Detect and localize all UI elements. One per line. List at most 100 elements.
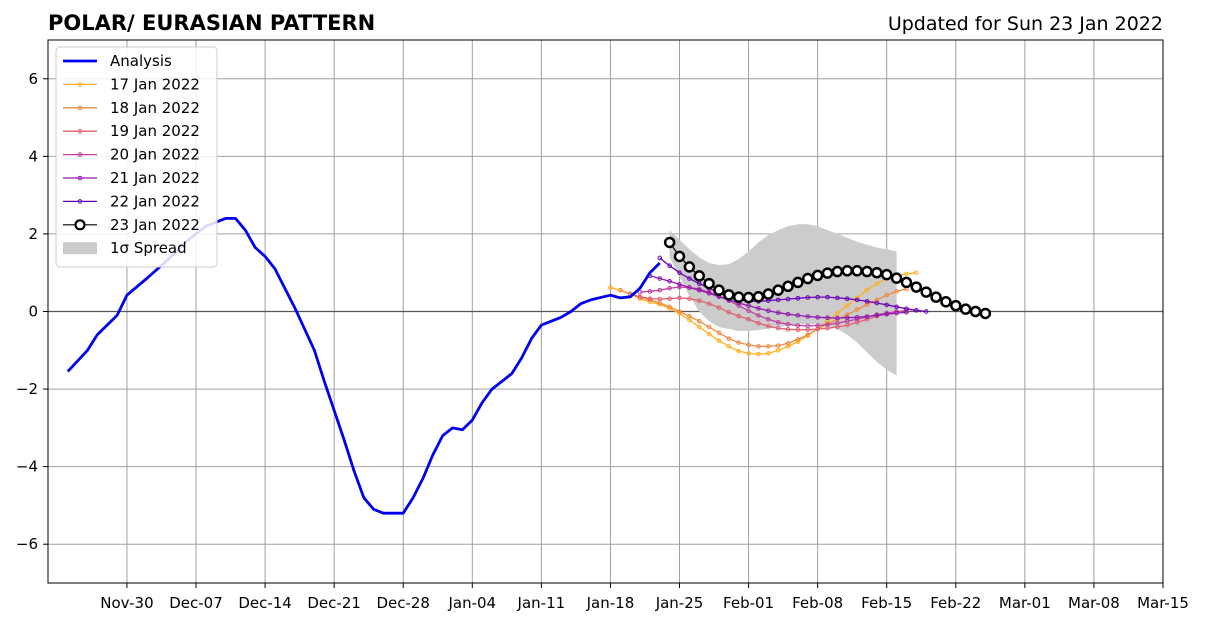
data-point — [795, 313, 801, 318]
data-point — [726, 344, 732, 349]
data-point — [736, 348, 742, 354]
data-point — [775, 310, 781, 315]
chart-subtitle: Updated for Sun 23 Jan 2022 — [888, 13, 1163, 35]
data-point — [825, 315, 830, 321]
x-tick-label: Jan-25 — [655, 594, 704, 612]
data-point — [736, 313, 742, 319]
data-point — [815, 315, 820, 320]
data-point — [835, 320, 840, 326]
data-point — [795, 296, 801, 301]
data-point — [746, 342, 751, 348]
data-point — [775, 325, 781, 331]
legend-label: 18 Jan 2022 — [110, 99, 200, 117]
data-point — [864, 299, 870, 304]
data-point — [746, 308, 751, 314]
data-point — [910, 281, 923, 293]
data-point — [706, 290, 712, 296]
data-point — [706, 301, 712, 307]
data-point — [785, 341, 791, 346]
x-tick-label: Feb-15 — [861, 594, 912, 612]
data-point — [766, 316, 771, 322]
grid — [48, 40, 1164, 583]
legend-item: 23 Jan 2022 — [63, 216, 200, 234]
x-tick-label: Mar-15 — [1137, 594, 1189, 612]
series-21-jan-2022 — [647, 273, 909, 321]
x-tick-label: Dec-21 — [307, 594, 361, 612]
data-point — [825, 322, 830, 327]
x-tick-label: Jan-11 — [517, 594, 566, 612]
data-point — [752, 291, 765, 303]
x-axis: Nov-30 Dec-07 Dec-14 Dec-21 Dec-28 Jan-04 Jan-… — [100, 583, 1189, 612]
data-point — [732, 291, 745, 303]
data-point — [890, 272, 903, 284]
data-point — [716, 305, 722, 310]
data-point — [647, 296, 653, 302]
data-point — [683, 261, 696, 273]
data-point — [687, 313, 692, 319]
x-tick-label: Feb-08 — [792, 594, 843, 612]
data-point — [874, 313, 880, 318]
data-point — [871, 266, 883, 279]
data-point — [854, 315, 860, 320]
legend: Analysis 17 Jan 2022 18 Jan 2022 19 Jan 202… — [55, 46, 218, 268]
data-point — [657, 296, 663, 302]
data-point — [782, 280, 794, 293]
data-point — [746, 351, 751, 356]
data-point — [696, 324, 702, 330]
data-point — [696, 287, 702, 293]
data-point — [884, 292, 890, 298]
legend-item: 20 Jan 2022 — [63, 146, 200, 164]
data-point — [716, 338, 722, 343]
data-point — [762, 288, 775, 300]
legend-label: 21 Jan 2022 — [110, 169, 200, 187]
data-point — [894, 304, 899, 310]
data-point — [844, 303, 850, 308]
data-point — [693, 270, 705, 282]
data-point — [923, 309, 929, 314]
data-point — [880, 268, 893, 281]
y-tick-label: −6 — [16, 535, 38, 553]
data-point — [914, 308, 919, 313]
legend-label: 1σ Spread — [110, 239, 187, 257]
data-point — [608, 285, 613, 290]
series-line — [649, 275, 907, 319]
data-point — [696, 318, 702, 324]
y-tick-label: 0 — [28, 303, 38, 321]
data-point — [756, 313, 761, 318]
legend-item: 21 Jan 2022 — [63, 169, 200, 187]
data-point — [756, 351, 761, 357]
data-point — [637, 289, 643, 295]
data-point — [795, 323, 801, 328]
data-point — [687, 276, 692, 281]
data-point — [677, 284, 682, 290]
legend-label: 20 Jan 2022 — [110, 146, 200, 164]
data-point — [677, 295, 682, 301]
data-point — [785, 321, 791, 327]
data-point — [657, 287, 663, 293]
legend-marker — [74, 219, 86, 231]
data-point — [706, 331, 712, 337]
y-tick-label: 2 — [28, 225, 38, 243]
data-point — [914, 270, 919, 276]
data-point — [805, 323, 811, 329]
x-tick-label: Mar-08 — [1068, 594, 1120, 612]
x-tick-label: Mar-01 — [999, 594, 1051, 612]
data-point — [766, 323, 771, 329]
data-point — [706, 324, 712, 330]
x-tick-label: Nov-30 — [100, 594, 153, 612]
legend-marker — [77, 128, 83, 134]
data-point — [950, 299, 962, 312]
x-tick-label: Dec-28 — [376, 594, 430, 612]
data-point — [667, 285, 672, 291]
data-point — [736, 340, 742, 345]
data-point — [667, 278, 672, 284]
data-point — [811, 269, 824, 282]
data-point — [677, 282, 682, 287]
data-point — [821, 267, 834, 279]
x-tick-label: Feb-01 — [723, 594, 774, 612]
y-tick-label: −2 — [16, 380, 38, 398]
data-point — [930, 291, 942, 303]
legend-item: Analysis — [63, 52, 172, 70]
data-point — [775, 297, 781, 303]
